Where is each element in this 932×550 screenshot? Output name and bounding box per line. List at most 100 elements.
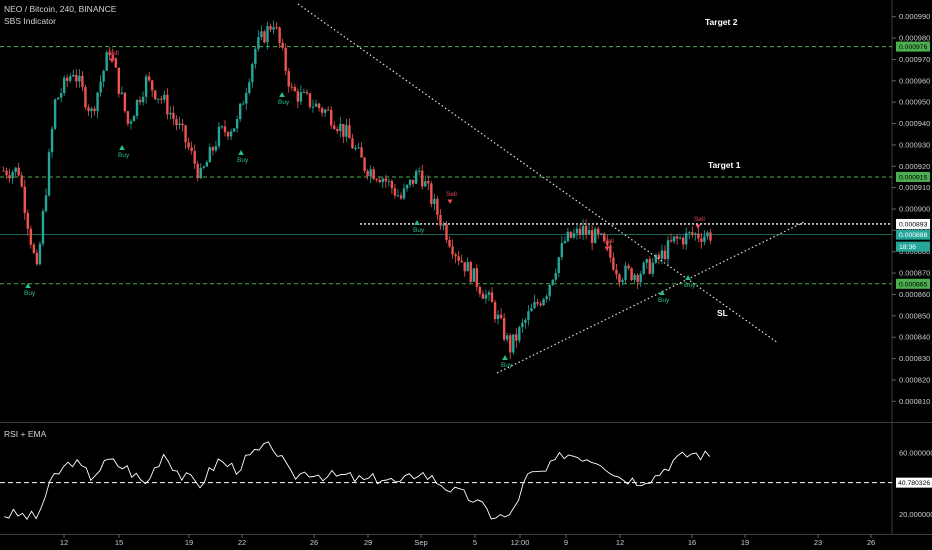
buy-sell-signals: Buy Buy Buy Buy Buy Buy Buy Buy Sell Sell Sell Sell bbox=[24, 50, 705, 369]
candle bbox=[141, 96, 145, 103]
candle bbox=[251, 64, 254, 83]
sell-arrow-icon bbox=[604, 246, 610, 251]
price-tick-label: 0.000990 bbox=[899, 12, 930, 21]
candle bbox=[408, 179, 412, 185]
candle bbox=[47, 152, 51, 196]
price-tick-label: 0.000960 bbox=[899, 76, 930, 85]
sell-arrow-icon bbox=[695, 224, 701, 229]
candle bbox=[551, 279, 554, 285]
price-tick-label: 0.000850 bbox=[899, 311, 930, 320]
candle bbox=[411, 179, 415, 184]
candle bbox=[84, 86, 87, 108]
buy-arrow-icon bbox=[659, 290, 665, 295]
price-tag bbox=[896, 171, 930, 182]
candle bbox=[542, 299, 545, 306]
candle bbox=[384, 178, 388, 182]
candle bbox=[539, 303, 542, 306]
price-pane[interactable] bbox=[0, 0, 892, 421]
time-tick-label: 29 bbox=[364, 538, 372, 547]
candle bbox=[87, 107, 90, 111]
sell-signal-label: Sell bbox=[108, 50, 119, 57]
candle bbox=[38, 243, 42, 265]
price-tick-label: 0.000880 bbox=[899, 247, 930, 256]
candle bbox=[363, 157, 366, 171]
candle bbox=[254, 48, 257, 65]
candle bbox=[157, 98, 160, 100]
sell-arrow-icon bbox=[447, 199, 453, 204]
candle bbox=[666, 240, 670, 260]
price-tick-label: 0.000930 bbox=[899, 140, 930, 149]
candle bbox=[648, 259, 651, 274]
candle bbox=[193, 151, 196, 164]
candle bbox=[688, 232, 691, 234]
candle bbox=[669, 240, 673, 242]
candle bbox=[129, 121, 133, 124]
buy-signal-label: Buy bbox=[658, 297, 670, 304]
ascending-trendline[interactable] bbox=[496, 221, 805, 374]
price-tick-label: 0.000840 bbox=[899, 333, 930, 342]
time-tick-label: 19 bbox=[741, 538, 749, 547]
candle bbox=[533, 302, 536, 309]
candle bbox=[44, 195, 48, 212]
candle bbox=[493, 302, 497, 320]
candle bbox=[172, 112, 175, 119]
candle bbox=[499, 314, 503, 318]
candle bbox=[472, 268, 476, 282]
price-tick-label: 0.000970 bbox=[899, 55, 930, 64]
candle bbox=[685, 232, 688, 245]
candle bbox=[269, 26, 272, 30]
candle bbox=[424, 181, 427, 187]
time-tick-label: 15 bbox=[115, 538, 123, 547]
candle bbox=[26, 212, 29, 229]
candle bbox=[229, 131, 233, 137]
candle bbox=[263, 31, 266, 43]
candle bbox=[691, 232, 694, 235]
candle bbox=[381, 178, 384, 183]
buy-arrow-icon bbox=[25, 283, 31, 288]
candle bbox=[478, 287, 482, 294]
candle bbox=[314, 103, 318, 107]
candle bbox=[114, 58, 117, 68]
candle bbox=[366, 170, 369, 177]
candle bbox=[308, 93, 312, 107]
price-tick-label: 0.000940 bbox=[899, 119, 930, 128]
price-tag-label: 18:36 bbox=[899, 244, 916, 251]
candle bbox=[278, 27, 281, 43]
price-tick-label: 0.000810 bbox=[899, 397, 930, 406]
buy-signal-label: Buy bbox=[24, 290, 36, 297]
candle bbox=[90, 108, 93, 111]
price-axis[interactable]: 0.000990 0.000980 0.000970 0.000960 0.000950… bbox=[892, 12, 930, 406]
candle bbox=[123, 92, 127, 112]
candle bbox=[50, 128, 54, 153]
candle bbox=[375, 179, 378, 181]
candle bbox=[226, 132, 230, 137]
time-tick-label: 16 bbox=[688, 538, 696, 547]
candle bbox=[150, 80, 154, 91]
time-axis[interactable]: 12 15 19 22 26 29 Sep 5 12:00 9 12 16 19 23 26 bbox=[60, 534, 875, 547]
candle bbox=[53, 99, 57, 129]
candle bbox=[184, 125, 187, 143]
candle bbox=[232, 128, 236, 132]
time-tick-label: 22 bbox=[238, 538, 246, 547]
candle bbox=[99, 81, 102, 93]
time-tick-label: 9 bbox=[564, 538, 568, 547]
candle bbox=[17, 167, 20, 176]
candle bbox=[369, 169, 372, 177]
rsi-pane[interactable] bbox=[0, 424, 892, 534]
candle bbox=[433, 198, 436, 204]
price-tick-label: 0.000870 bbox=[899, 269, 930, 278]
candle bbox=[700, 238, 703, 242]
candle bbox=[518, 327, 521, 341]
candle bbox=[339, 123, 342, 132]
candle bbox=[609, 245, 612, 258]
price-tag-label: 0.000915 bbox=[899, 174, 928, 181]
candle bbox=[342, 123, 345, 137]
price-tag bbox=[896, 41, 930, 52]
candle bbox=[333, 125, 336, 130]
candle bbox=[272, 27, 275, 30]
candle bbox=[257, 37, 260, 49]
candle bbox=[393, 188, 397, 196]
candle bbox=[23, 186, 26, 213]
trend-lines[interactable] bbox=[297, 3, 805, 374]
